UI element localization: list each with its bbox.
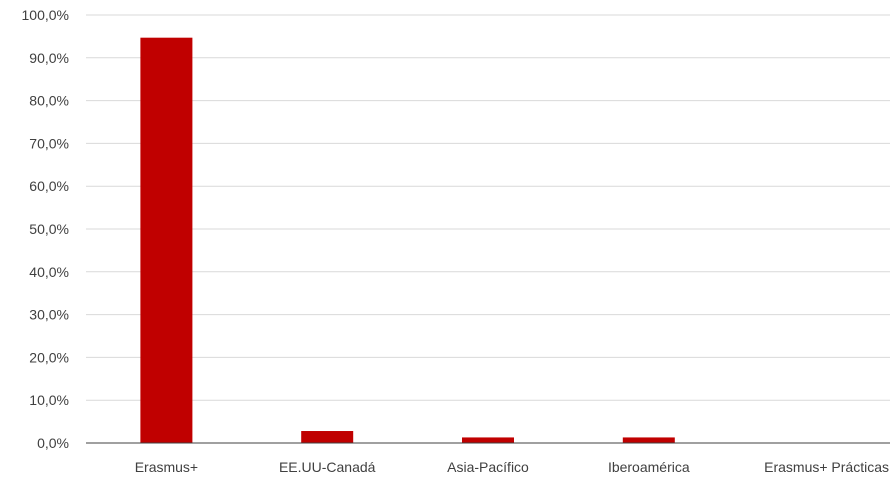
y-tick-label: 40,0% xyxy=(29,264,69,280)
x-tick-label: Iberoamérica xyxy=(608,459,690,475)
x-tick-label: Asia-Pacífico xyxy=(447,459,529,475)
y-tick-label: 90,0% xyxy=(29,50,69,66)
y-tick-label: 20,0% xyxy=(29,349,69,365)
y-tick-label: 10,0% xyxy=(29,392,69,408)
x-tick-label: Erasmus+ xyxy=(135,459,198,475)
x-axis-tick-labels: Erasmus+ EE.UU-Canadá Asia-Pacífico Iberoam… xyxy=(135,459,889,475)
gridlines xyxy=(86,14,890,401)
bar xyxy=(622,437,675,443)
y-tick-label: 60,0% xyxy=(29,178,69,194)
bar xyxy=(301,431,354,443)
x-tick-label: EE.UU-Canadá xyxy=(279,459,376,475)
x-tick-label: Erasmus+ Prácticas xyxy=(764,459,889,475)
y-tick-label: 30,0% xyxy=(29,307,69,323)
y-axis-tick-labels: 0,0% 10,0% 20,0% 30,0% 40,0% 50,0% 60,0% 70,0% 8… xyxy=(22,7,69,451)
bars xyxy=(140,37,675,444)
y-tick-label: 0,0% xyxy=(37,435,69,451)
y-tick-label: 100,0% xyxy=(22,7,69,23)
y-tick-label: 80,0% xyxy=(29,93,69,109)
y-tick-label: 50,0% xyxy=(29,221,69,237)
bar xyxy=(462,437,514,443)
bar xyxy=(140,37,193,444)
y-tick-label: 70,0% xyxy=(29,135,69,151)
